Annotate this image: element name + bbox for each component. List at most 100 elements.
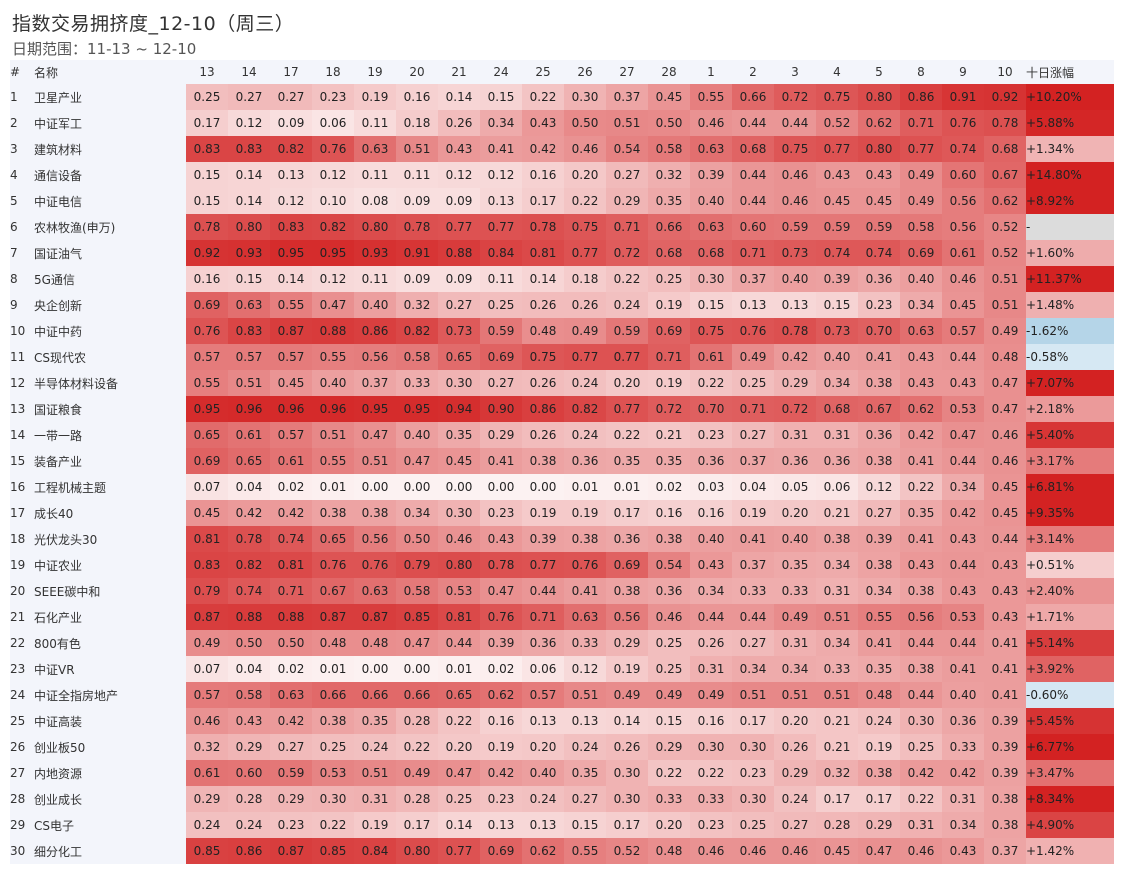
- heat-cell: 0.95: [270, 240, 312, 266]
- table-row: 25 中证高装 0.46 0.43 0.42 0.38 0.35 0.28 0.22 0.16 0.…: [10, 708, 1114, 734]
- heat-cell: 0.33: [732, 578, 774, 604]
- heat-cell: 0.16: [396, 84, 438, 110]
- heat-cell: 0.29: [270, 786, 312, 812]
- heat-cell: 0.38: [858, 552, 900, 578]
- heat-cell: 0.74: [858, 240, 900, 266]
- heat-cell: 0.59: [606, 318, 648, 344]
- heat-cell: 0.46: [900, 838, 942, 864]
- heat-cell: 0.02: [648, 474, 690, 500]
- heat-cell: 0.41: [900, 526, 942, 552]
- heat-cell: 0.51: [396, 136, 438, 162]
- change-cell: +4.90%: [1026, 812, 1114, 838]
- heat-cell: 0.00: [396, 656, 438, 682]
- table-row: 29 CS电子 0.24 0.24 0.23 0.22 0.19 0.17 0.14 0.13 0.…: [10, 812, 1114, 838]
- heat-cell: 0.34: [858, 578, 900, 604]
- heat-cell: 0.86: [522, 396, 564, 422]
- heat-cell: 0.76: [312, 136, 354, 162]
- table-row: 24 中证全指房地产 0.57 0.58 0.63 0.66 0.66 0.66 0.65 0.6…: [10, 682, 1114, 708]
- heat-cell: 0.29: [606, 630, 648, 656]
- change-cell: +3.47%: [1026, 760, 1114, 786]
- heat-cell: 0.27: [732, 630, 774, 656]
- heat-cell: 0.25: [480, 292, 522, 318]
- heat-cell: 0.51: [606, 110, 648, 136]
- heat-cell: 0.19: [354, 812, 396, 838]
- heat-cell: 0.67: [858, 396, 900, 422]
- heat-cell: 0.42: [942, 760, 984, 786]
- heat-cell: 0.38: [816, 526, 858, 552]
- table-row: 27 内地资源 0.61 0.60 0.59 0.53 0.51 0.49 0.47 0.42 0.…: [10, 760, 1114, 786]
- heat-cell: 0.26: [564, 292, 606, 318]
- date-header: 1: [690, 60, 732, 84]
- change-cell: -: [1026, 214, 1114, 240]
- heat-cell: 0.15: [186, 188, 228, 214]
- heat-cell: 0.43: [900, 552, 942, 578]
- table-row: 9 央企创新 0.69 0.63 0.55 0.47 0.40 0.32 0.27 0.25 0.2…: [10, 292, 1114, 318]
- heat-cell: 0.01: [312, 474, 354, 500]
- heat-cell: 0.44: [942, 448, 984, 474]
- change-cell: +1.71%: [1026, 604, 1114, 630]
- heat-cell: 0.50: [648, 110, 690, 136]
- heat-cell: 0.19: [606, 656, 648, 682]
- heat-cell: 0.43: [984, 578, 1026, 604]
- heat-cell: 0.27: [438, 292, 480, 318]
- row-index: 12: [10, 370, 34, 396]
- heat-cell: 0.77: [438, 214, 480, 240]
- heat-cell: 0.20: [606, 370, 648, 396]
- heat-cell: 0.43: [522, 110, 564, 136]
- heat-cell: 0.95: [396, 396, 438, 422]
- heat-cell: 0.62: [900, 396, 942, 422]
- heat-cell: 0.38: [858, 760, 900, 786]
- heat-cell: 0.30: [732, 734, 774, 760]
- heat-cell: 0.70: [858, 318, 900, 344]
- heat-cell: 0.18: [396, 110, 438, 136]
- heat-cell: 0.44: [690, 604, 732, 630]
- table-row: 13 国证粮食 0.95 0.96 0.96 0.96 0.95 0.95 0.94 0.90 0.…: [10, 396, 1114, 422]
- heat-cell: 0.27: [858, 500, 900, 526]
- row-name: 创业板50: [34, 734, 186, 760]
- heat-cell: 0.73: [438, 318, 480, 344]
- heat-cell: 0.73: [816, 318, 858, 344]
- heat-cell: 0.45: [438, 448, 480, 474]
- row-index: 15: [10, 448, 34, 474]
- heat-cell: 0.02: [270, 474, 312, 500]
- heat-cell: 0.22: [396, 734, 438, 760]
- heat-cell: 0.77: [816, 136, 858, 162]
- heat-cell: 0.84: [480, 240, 522, 266]
- heat-cell: 0.36: [564, 448, 606, 474]
- heat-cell: 0.69: [186, 448, 228, 474]
- heat-cell: 0.92: [984, 84, 1026, 110]
- heat-cell: 0.82: [396, 318, 438, 344]
- heat-cell: 0.13: [732, 292, 774, 318]
- heat-cell: 0.75: [522, 344, 564, 370]
- heat-cell: 0.59: [858, 214, 900, 240]
- heat-cell: 0.49: [648, 682, 690, 708]
- table-row: 26 创业板50 0.32 0.29 0.27 0.25 0.24 0.22 0.20 0.19 0…: [10, 734, 1114, 760]
- table-row: 21 石化产业 0.87 0.88 0.88 0.87 0.87 0.85 0.81 0.76 0.…: [10, 604, 1114, 630]
- heat-cell: 0.53: [942, 396, 984, 422]
- heat-cell: 0.56: [606, 604, 648, 630]
- heat-cell: 0.24: [564, 734, 606, 760]
- table-row: 10 中证中药 0.76 0.83 0.87 0.88 0.86 0.82 0.73 0.59 0.…: [10, 318, 1114, 344]
- heat-cell: 0.75: [564, 214, 606, 240]
- row-name: 央企创新: [34, 292, 186, 318]
- heat-cell: 0.60: [942, 162, 984, 188]
- heat-cell: 0.11: [480, 266, 522, 292]
- heat-cell: 0.40: [522, 760, 564, 786]
- heat-cell: 0.51: [732, 682, 774, 708]
- heat-cell: 0.13: [774, 292, 816, 318]
- heat-cell: 0.27: [480, 370, 522, 396]
- heat-cell: 0.41: [564, 578, 606, 604]
- date-header: 26: [564, 60, 606, 84]
- row-index: 5: [10, 188, 34, 214]
- heat-cell: 0.31: [690, 656, 732, 682]
- heat-cell: 0.80: [228, 214, 270, 240]
- date-header: 4: [816, 60, 858, 84]
- heat-cell: 0.71: [732, 396, 774, 422]
- heat-cell: 0.00: [354, 474, 396, 500]
- heat-cell: 0.52: [606, 838, 648, 864]
- heat-cell: 0.06: [312, 110, 354, 136]
- heat-cell: 0.26: [522, 370, 564, 396]
- heat-cell: 0.77: [900, 136, 942, 162]
- heat-cell: 0.16: [690, 708, 732, 734]
- heat-cell: 0.24: [522, 786, 564, 812]
